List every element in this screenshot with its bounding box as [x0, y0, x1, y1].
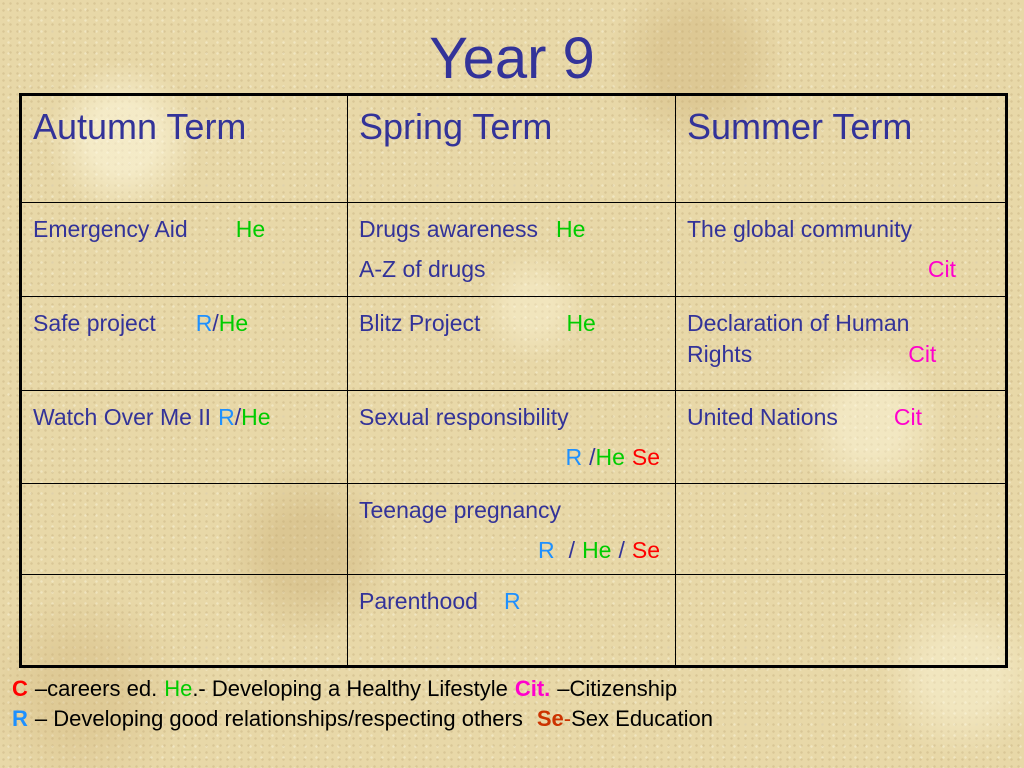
topic-label: A-Z of drugs	[359, 256, 486, 282]
tag-r: R	[503, 588, 521, 614]
topic-label: Emergency Aid	[33, 216, 188, 242]
tag-he: He	[555, 216, 586, 242]
legend-key-se: Se	[536, 706, 564, 731]
table-cell: Watch Over Me II R / He	[20, 390, 348, 484]
table-cell	[675, 483, 1007, 575]
tag-separator: /	[589, 444, 596, 470]
legend-key-c: C	[12, 676, 28, 701]
table-row: Safe project R / He Blitz Project He Declara…	[20, 296, 1007, 391]
table-row: Teenage pregnancy R / He / Se	[20, 483, 1007, 575]
topic-label: Teenage pregnancy	[359, 497, 562, 523]
table-cell: Declaration of Human Rights Cit	[675, 296, 1007, 391]
legend-desc-r: – Developing good relationships/respecti…	[34, 706, 523, 731]
tag-separator: /	[618, 537, 625, 563]
tag-he: He	[582, 537, 612, 563]
tag-he: He	[566, 310, 596, 336]
table-cell: Drugs awareness He A-Z of drugs	[347, 202, 676, 297]
table-cell	[20, 483, 348, 575]
table-row: Watch Over Me II R / He Sexual responsibili…	[20, 390, 1007, 484]
header-summer-term: Summer Term	[675, 94, 1007, 203]
topic-label: Declaration of Human	[687, 310, 910, 336]
tag-separator: /	[212, 310, 219, 336]
table-cell: United Nations Cit	[675, 390, 1007, 484]
legend-desc-he: .- Developing a Healthy Lifestyle	[192, 676, 508, 701]
topic-label: Parenthood	[359, 588, 478, 614]
legend-key-r: R	[12, 706, 28, 731]
topic-label: The global community	[687, 216, 912, 242]
tag-se: Se	[631, 444, 660, 470]
table-cell: Emergency Aid He	[20, 202, 348, 297]
legend-desc-c: –careers ed.	[34, 676, 158, 701]
tag-separator: /	[234, 404, 242, 430]
topic-label: Rights	[687, 341, 753, 367]
tag-cit: Cit	[927, 256, 956, 282]
legend-desc-cit: –Citizenship	[557, 676, 678, 701]
table-cell: Blitz Project He	[347, 296, 676, 391]
legend-line-2: R – Developing good relationships/respect…	[12, 704, 713, 734]
legend: C –careers ed. He .- Developing a Healthy L…	[12, 674, 713, 734]
table-cell: Teenage pregnancy R / He / Se	[347, 483, 676, 575]
topic-label: Sexual responsibility	[359, 404, 569, 430]
topic-label: Safe project	[33, 310, 156, 336]
table-row: Parenthood R	[20, 574, 1007, 667]
tag-cit: Cit	[908, 341, 937, 367]
table-header-row: Autumn Term Spring Term Summer Term	[20, 94, 1007, 203]
page-title: Year 9	[429, 26, 595, 91]
table-row: Emergency Aid He Drugs awareness He A-Z of…	[20, 202, 1007, 297]
tag-r: R	[538, 537, 555, 563]
topic-label: Watch Over Me II	[33, 404, 212, 430]
table-cell: Sexual responsibility R / He Se	[347, 390, 676, 484]
legend-dash-se: -	[563, 706, 572, 731]
tag-r: R	[565, 444, 583, 470]
tag-r: R	[218, 404, 235, 430]
legend-line-1: C –careers ed. He .- Developing a Healthy L…	[12, 674, 713, 704]
table-cell: The global community Cit	[675, 202, 1007, 297]
topic-label: United Nations	[687, 404, 838, 430]
table-cell	[20, 574, 348, 667]
tag-he: He	[241, 404, 271, 430]
legend-key-cit: Cit.	[514, 676, 551, 701]
tag-he: He	[595, 444, 625, 470]
term-schedule-table: Autumn Term Spring Term Summer Term Emer…	[19, 93, 1008, 668]
table-cell: Safe project R / He	[20, 296, 348, 391]
tag-se: Se	[631, 537, 660, 563]
table-cell: Parenthood R	[347, 574, 676, 667]
legend-desc-se: Sex Education	[571, 706, 713, 731]
header-spring-term: Spring Term	[347, 94, 676, 203]
legend-key-he: He	[164, 676, 193, 701]
tag-separator: /	[568, 537, 576, 563]
tag-he: He	[235, 216, 266, 242]
tag-cit: Cit	[893, 404, 922, 430]
topic-label: Blitz Project	[359, 310, 481, 336]
tag-he: He	[218, 310, 249, 336]
tag-r: R	[195, 310, 213, 336]
table-cell	[675, 574, 1007, 667]
topic-label: Drugs awareness	[359, 216, 538, 242]
header-autumn-term: Autumn Term	[20, 94, 348, 203]
